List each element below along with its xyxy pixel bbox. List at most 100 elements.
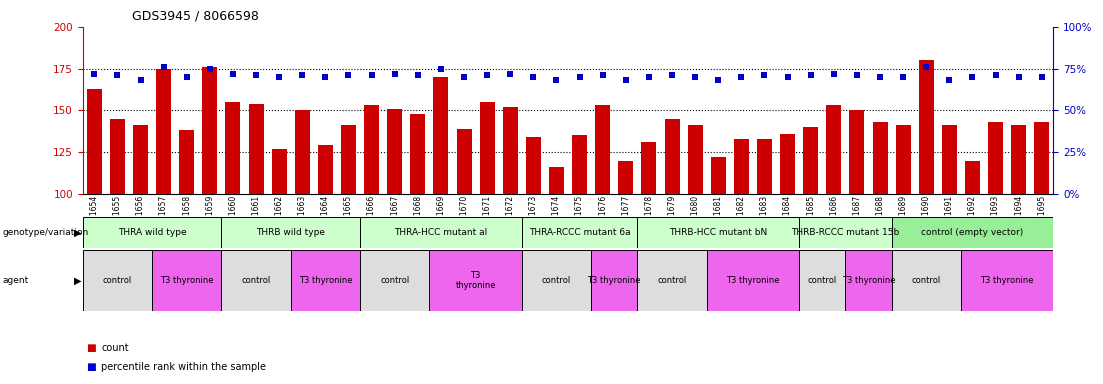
Text: GSM721684: GSM721684 xyxy=(783,195,792,241)
Point xyxy=(987,72,1005,78)
Bar xyxy=(596,105,610,194)
Text: GSM721670: GSM721670 xyxy=(460,195,469,241)
Bar xyxy=(780,134,795,194)
Text: GSM721671: GSM721671 xyxy=(483,195,492,241)
Text: genotype/variation: genotype/variation xyxy=(2,228,88,237)
Bar xyxy=(707,250,800,311)
Text: THRB wild type: THRB wild type xyxy=(256,228,325,237)
Bar xyxy=(429,250,522,311)
Bar xyxy=(733,139,749,194)
Text: ■: ■ xyxy=(86,343,96,353)
Point xyxy=(85,71,103,77)
Text: GSM721658: GSM721658 xyxy=(182,195,191,241)
Bar xyxy=(133,126,148,194)
Bar xyxy=(87,89,101,194)
Text: GSM721664: GSM721664 xyxy=(321,195,330,241)
Text: GSM721690: GSM721690 xyxy=(922,195,931,241)
Bar xyxy=(248,104,264,194)
Bar xyxy=(83,250,152,311)
Text: THRB-RCCC mutant 15b: THRB-RCCC mutant 15b xyxy=(791,228,899,237)
Text: THRB-HCC mutant bN: THRB-HCC mutant bN xyxy=(670,228,768,237)
Text: GSM721675: GSM721675 xyxy=(575,195,585,241)
Text: GSM721668: GSM721668 xyxy=(414,195,422,241)
Text: GSM721665: GSM721665 xyxy=(344,195,353,241)
Text: GSM721661: GSM721661 xyxy=(251,195,260,241)
Bar xyxy=(457,129,472,194)
Text: GSM721682: GSM721682 xyxy=(737,195,746,241)
Bar xyxy=(891,250,961,311)
Point xyxy=(640,74,657,80)
Point xyxy=(756,72,773,78)
Bar xyxy=(757,139,772,194)
Bar xyxy=(1035,122,1049,194)
Text: GSM721685: GSM721685 xyxy=(806,195,815,241)
Point xyxy=(131,77,149,83)
Point xyxy=(732,74,750,80)
Text: GSM721657: GSM721657 xyxy=(159,195,168,241)
Point xyxy=(456,74,473,80)
Point xyxy=(593,72,611,78)
Point xyxy=(802,72,820,78)
Text: T3 thyronine: T3 thyronine xyxy=(981,276,1034,285)
Bar xyxy=(845,250,891,311)
Text: GSM721676: GSM721676 xyxy=(598,195,608,241)
Bar xyxy=(341,126,356,194)
Bar xyxy=(179,131,194,194)
Bar xyxy=(849,111,865,194)
Bar xyxy=(152,250,222,311)
Point xyxy=(479,72,496,78)
Bar xyxy=(271,149,287,194)
Point xyxy=(340,72,357,78)
Text: GSM721681: GSM721681 xyxy=(714,195,722,241)
Bar xyxy=(642,142,656,194)
Bar xyxy=(387,109,403,194)
Point xyxy=(825,71,843,77)
Text: control: control xyxy=(807,276,837,285)
Text: GSM721694: GSM721694 xyxy=(1014,195,1024,241)
Text: GSM721662: GSM721662 xyxy=(275,195,283,241)
Text: T3 thyronine: T3 thyronine xyxy=(160,276,214,285)
Point xyxy=(918,64,935,70)
Text: T3
thyronine: T3 thyronine xyxy=(456,271,496,290)
Bar xyxy=(522,250,591,311)
Bar xyxy=(522,217,638,248)
Text: GSM721692: GSM721692 xyxy=(968,195,977,241)
Bar xyxy=(942,126,957,194)
Bar xyxy=(965,161,979,194)
Text: GSM721680: GSM721680 xyxy=(690,195,699,241)
Bar xyxy=(360,217,522,248)
Bar xyxy=(919,60,934,194)
Text: T3 thyronine: T3 thyronine xyxy=(842,276,896,285)
Text: GSM721686: GSM721686 xyxy=(829,195,838,241)
Point xyxy=(964,74,982,80)
Text: GSM721679: GSM721679 xyxy=(667,195,676,241)
Bar xyxy=(222,250,291,311)
Text: THRA wild type: THRA wild type xyxy=(118,228,186,237)
Text: control: control xyxy=(242,276,270,285)
Point xyxy=(1034,74,1051,80)
Text: GSM721689: GSM721689 xyxy=(899,195,908,241)
Text: GSM721656: GSM721656 xyxy=(136,195,144,241)
Point xyxy=(178,74,195,80)
Text: GSM721691: GSM721691 xyxy=(945,195,954,241)
Bar xyxy=(549,167,564,194)
Text: GSM721660: GSM721660 xyxy=(228,195,237,241)
Point xyxy=(848,72,866,78)
Text: GSM721654: GSM721654 xyxy=(89,195,99,241)
Bar xyxy=(202,67,217,194)
Text: GSM721655: GSM721655 xyxy=(113,195,122,241)
Bar xyxy=(110,119,125,194)
Point xyxy=(363,72,381,78)
Bar xyxy=(896,126,911,194)
Bar xyxy=(318,146,333,194)
Text: THRA-RCCC mutant 6a: THRA-RCCC mutant 6a xyxy=(528,228,631,237)
Bar xyxy=(961,250,1053,311)
Point xyxy=(779,74,796,80)
Text: percentile rank within the sample: percentile rank within the sample xyxy=(101,362,267,372)
Text: GDS3945 / 8066598: GDS3945 / 8066598 xyxy=(132,10,259,23)
Bar xyxy=(83,217,222,248)
Bar xyxy=(988,122,1003,194)
Point xyxy=(432,66,450,72)
Text: GSM721687: GSM721687 xyxy=(853,195,861,241)
Bar xyxy=(360,250,429,311)
